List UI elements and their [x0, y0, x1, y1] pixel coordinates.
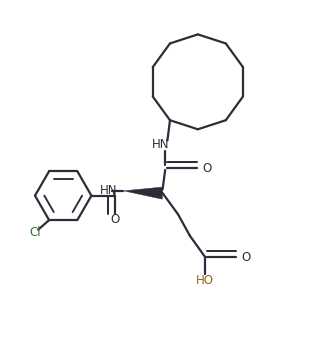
Text: HO: HO: [196, 274, 214, 287]
Polygon shape: [124, 187, 163, 199]
Text: O: O: [203, 162, 212, 175]
Text: Cl: Cl: [30, 226, 42, 239]
Text: HN: HN: [100, 184, 118, 197]
Text: O: O: [110, 213, 119, 226]
Text: O: O: [241, 251, 250, 264]
Text: HN: HN: [152, 138, 169, 152]
